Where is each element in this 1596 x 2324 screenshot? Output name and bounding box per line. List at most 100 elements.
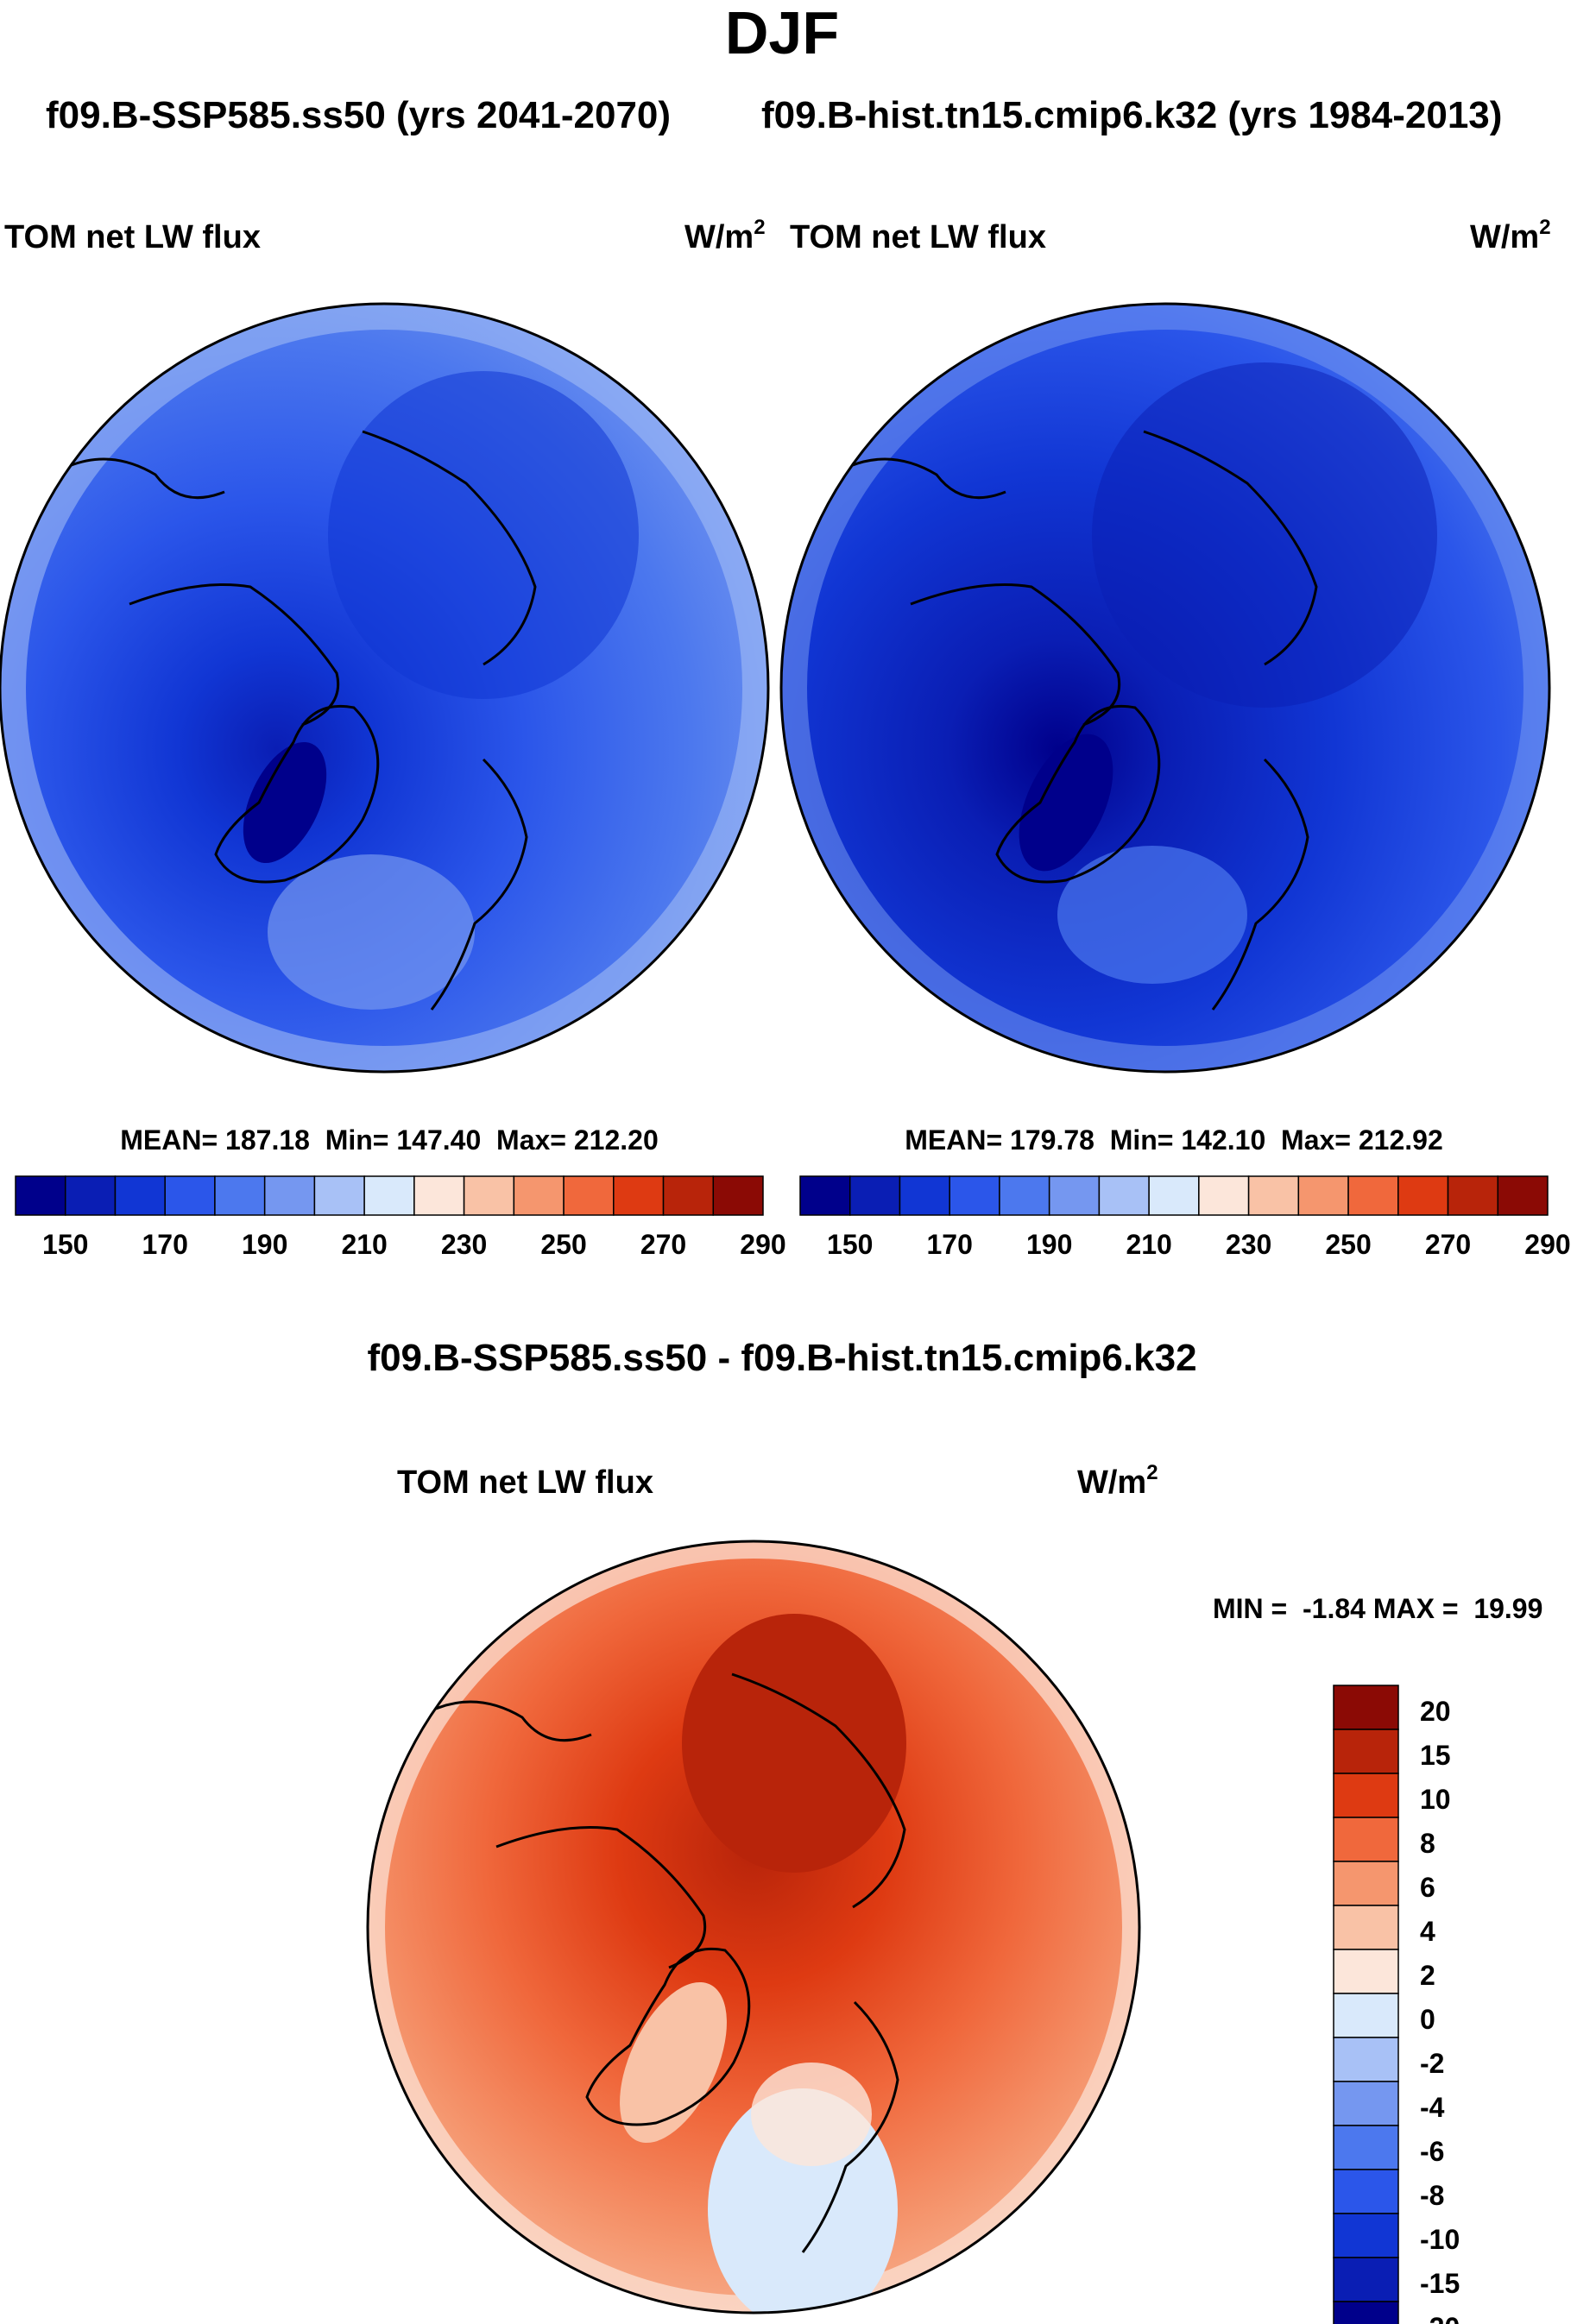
left-colorbar [15,1175,764,1216]
colorbar-tick-label: 2 [1420,1960,1435,1991]
left-map-greenland-min [243,741,327,864]
colorbar-swatch [662,1175,715,1216]
difference-map-greenland [620,1981,727,2144]
colorbar-tick-label: -4 [1420,2092,1445,2123]
colorbar-tick-label: 230 [441,1229,487,1260]
right-colorbar-ticks: 150 170 190 210 230 250 270 290 [827,1229,1571,1260]
colorbar-swatch [1333,1729,1399,1774]
colorbar-swatch [413,1175,465,1216]
colorbar-swatch [114,1175,166,1216]
colorbar-tick-label: 250 [1325,1229,1371,1260]
colorbar-tick-label: 170 [142,1229,188,1260]
colorbar-swatch [712,1175,764,1216]
colorbar-swatch [1333,2037,1399,2082]
colorbar-tick-label: 270 [640,1229,686,1260]
colorbar-swatch [1148,1175,1200,1216]
colorbar-swatch [214,1175,266,1216]
right-variable-label: TOM net LW flux [790,219,1046,255]
figure-title: DJF [725,0,839,66]
colorbar-swatch [1333,1905,1399,1950]
colorbar-tick-label: 0 [1420,2004,1435,2035]
left-variable-label: TOM net LW flux [4,219,261,255]
left-map-border [0,302,770,1074]
colorbar-swatch [263,1175,316,1216]
colorbar-tick-label: 15 [1420,1740,1451,1771]
colorbar-tick-label: 4 [1420,1916,1435,1947]
colorbar-swatch [1333,2081,1399,2126]
colorbar-swatch [64,1175,117,1216]
colorbar-swatch [1333,2213,1399,2258]
colorbar-swatch [899,1175,950,1216]
colorbar-tick-label: 290 [1524,1229,1570,1260]
left-map-arctic-region [328,371,639,699]
left-map [0,304,768,1072]
colorbar-swatch [164,1175,216,1216]
right-map-greenland-min [1019,734,1113,872]
colorbar-swatch [513,1175,565,1216]
right-colorbar [799,1175,1549,1216]
difference-stats: MIN = -1.84 MAX = 19.99 [1213,1593,1542,1624]
colorbar-tick-label: 170 [927,1229,973,1260]
colorbar-tick-label: 8 [1420,1828,1435,1859]
colorbar-tick-label: 290 [740,1229,785,1260]
colorbar-swatch [1198,1175,1250,1216]
difference-panel: f09.B-SSP585.ss50 - f09.B-hist.tn15.cmip… [366,1337,1542,2324]
colorbar-tick-label: 6 [1420,1872,1435,1903]
left-run-subtitle: f09.B-SSP585.ss50 (yrs 2041-2070) [46,94,671,136]
colorbar-tick-label: -10 [1420,2224,1460,2255]
colorbar-swatch [949,1175,1000,1216]
colorbar-swatch [1333,1817,1399,1862]
colorbar-swatch [463,1175,515,1216]
right-map [781,304,1549,1072]
colorbar-swatch [999,1175,1050,1216]
colorbar-tick-label: 230 [1226,1229,1271,1260]
colorbar-swatch [313,1175,365,1216]
colorbar-tick-label: 250 [540,1229,586,1260]
difference-variable-label: TOM net LW flux [397,1464,653,1501]
colorbar-tick-label: 20 [1420,1696,1451,1727]
colorbar-swatch [1333,1993,1399,2038]
colorbar-swatch [1333,1949,1399,1994]
colorbar-swatch [563,1175,615,1216]
colorbar-swatch [1447,1175,1499,1216]
right-map-border [779,302,1551,1074]
right-panel: TOM net LW flux W/m2 MEAN= 179.78 Min= 1… [779,216,1571,1260]
right-map-north-atlantic [1057,846,1247,984]
colorbar-tick-label: -6 [1420,2136,1444,2167]
colorbar-swatch [1333,1861,1399,1906]
colorbar-tick-label: -8 [1420,2180,1444,2211]
right-run-subtitle: f09.B-hist.tn15.cmip6.k32 (yrs 1984-2013… [761,94,1502,136]
difference-colorbar [1333,1685,1399,2324]
colorbar-tick-label: 190 [1026,1229,1072,1260]
left-colorbar-ticks: 150 170 190 210 230 250 270 290 [42,1229,786,1260]
colorbar-swatch [1347,1175,1399,1216]
colorbar-swatch [1397,1175,1449,1216]
left-panel: TOM net LW flux W/m2 MEAN= 187.18 Min= 1… [0,216,786,1260]
colorbar-swatch [1333,2169,1399,2214]
right-units-label: W/m2 [1470,216,1551,255]
colorbar-swatch [15,1175,66,1216]
difference-map-europe-neutral [751,2063,872,2166]
colorbar-tick-label: -15 [1420,2268,1460,2299]
left-coastlines [68,430,537,1011]
colorbar-tick-label: 150 [827,1229,873,1260]
difference-units-label: W/m2 [1077,1461,1158,1501]
colorbar-swatch [1497,1175,1549,1216]
right-stats: MEAN= 179.78 Min= 142.10 Max= 212.92 [905,1124,1442,1156]
colorbar-tick-label: 210 [1126,1229,1171,1260]
colorbar-swatch [848,1175,901,1216]
colorbar-swatch [363,1175,415,1216]
colorbar-swatch [1297,1175,1349,1216]
colorbar-tick-label: 150 [42,1229,88,1260]
colorbar-swatch [613,1175,665,1216]
difference-title: f09.B-SSP585.ss50 - f09.B-hist.tn15.cmip… [367,1337,1196,1379]
left-map-north-atlantic [268,854,475,1010]
colorbar-tick-label: 190 [242,1229,287,1260]
colorbar-tick-label: -20 [1420,2312,1460,2324]
colorbar-swatch [1333,1685,1399,1730]
colorbar-swatch [1048,1175,1101,1216]
difference-map-arctic-max [682,1614,906,1873]
right-coastlines [849,430,1318,1011]
